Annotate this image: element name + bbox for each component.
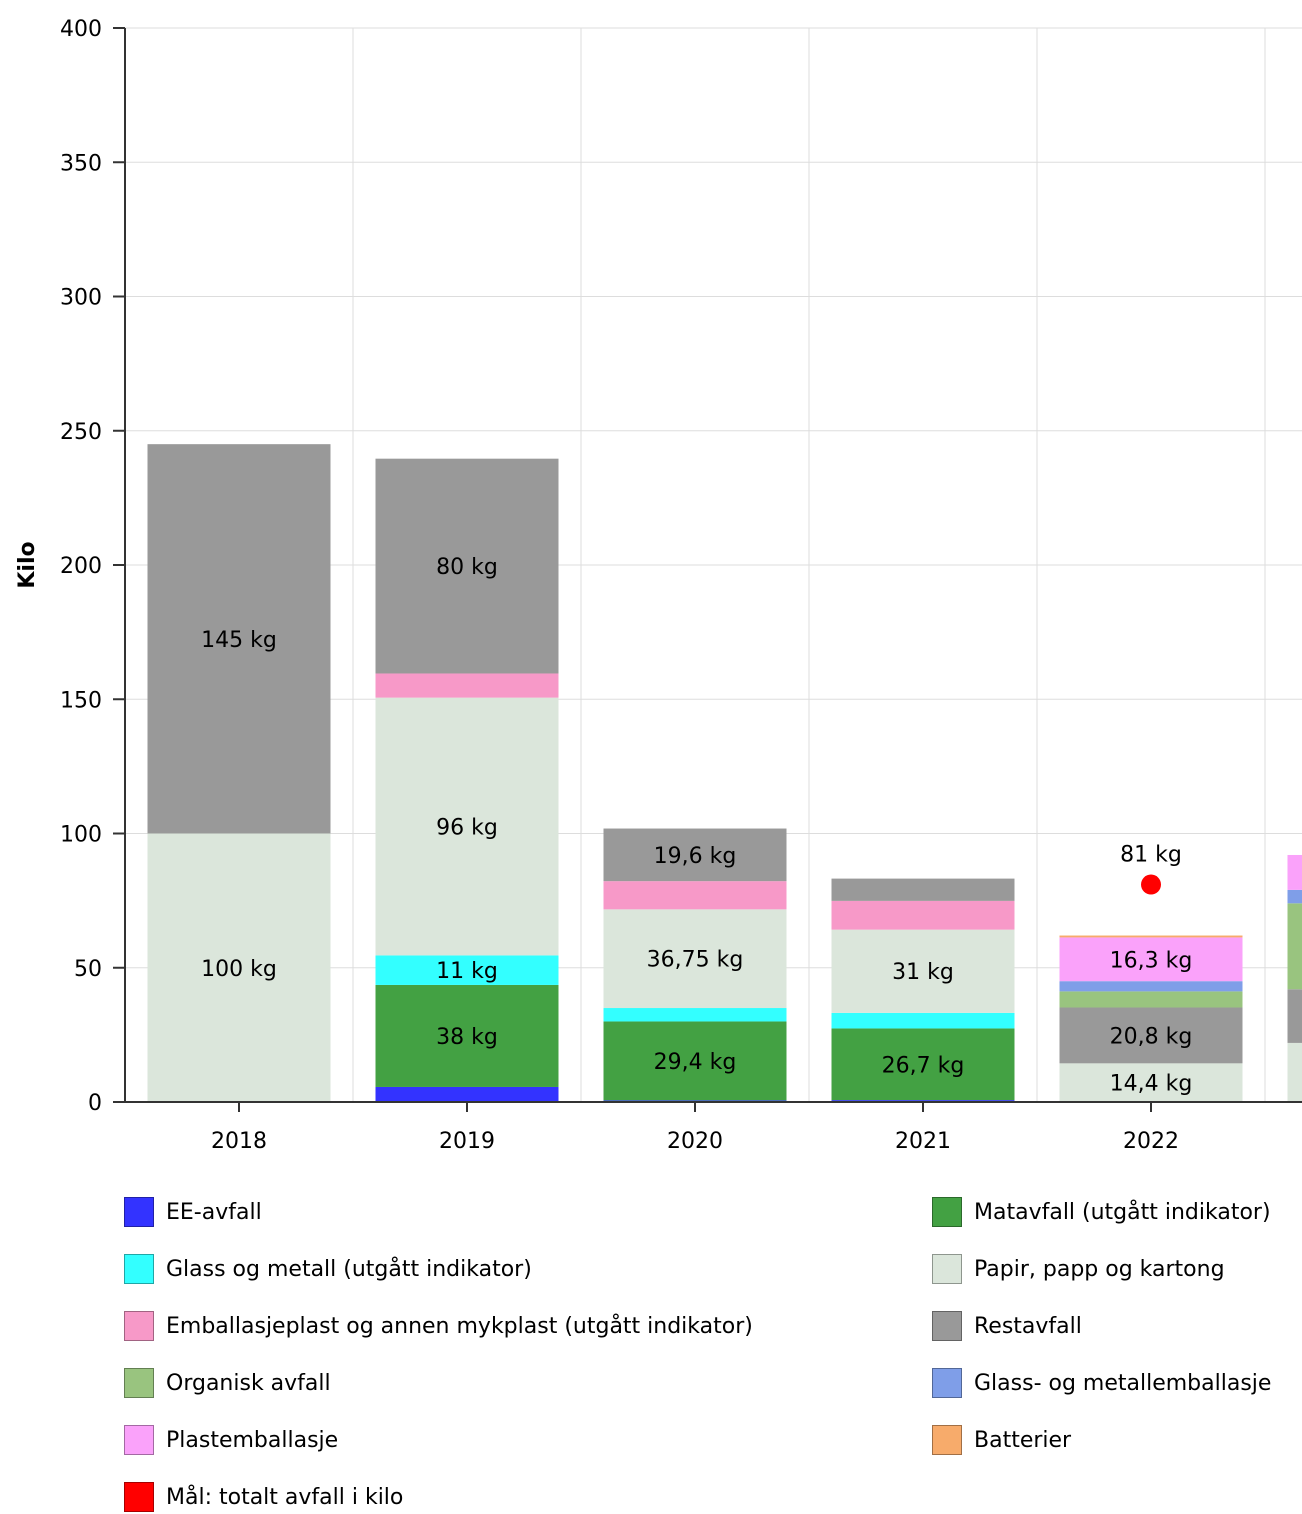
y-ticks: 0 50 100 150 200 250 300 350 400	[60, 17, 125, 1116]
bar-segment	[376, 673, 559, 697]
legend-item[interactable]: Matavfall (utgått indikator)	[932, 1195, 1271, 1229]
bar-value-label: 80 kg	[436, 555, 498, 580]
y-axis-title: Kilo	[15, 541, 40, 588]
x-tick-label: 2021	[895, 1129, 951, 1154]
bar-value-label: 19,6 kg	[654, 844, 737, 869]
y-tick-label: 250	[60, 420, 102, 445]
bar-segment	[832, 1013, 1015, 1029]
stacked-bar-chart: 0 50 100 150 200 250 300 350 400 2018 2019 2020 202…	[0, 0, 1302, 1180]
legend-label: Batterier	[974, 1428, 1071, 1453]
legend-item[interactable]: Batterier	[932, 1423, 1071, 1457]
legend-item[interactable]: Restavfall	[932, 1309, 1082, 1343]
bar-segment	[832, 879, 1015, 901]
legend-swatch	[124, 1197, 154, 1227]
legend-item[interactable]: Plastemballasje	[124, 1423, 338, 1457]
y-tick-label: 350	[60, 151, 102, 176]
legend-label: Emballasjeplast og annen mykplast (utgåt…	[166, 1314, 753, 1339]
legend: EE-avfall Matavfall (utgått indikator) Gla…	[0, 1180, 1302, 1508]
legend-item[interactable]: EE-avfall	[124, 1195, 262, 1229]
y-tick-label: 300	[60, 286, 102, 311]
y-tick-label: 50	[74, 957, 102, 982]
legend-swatch	[124, 1368, 154, 1398]
x-tick-label: 2019	[439, 1129, 495, 1154]
legend-item[interactable]: Glass og metall (utgått indikator)	[124, 1252, 532, 1286]
x-tick-label: 2020	[667, 1129, 723, 1154]
bar-value-label: 38 kg	[436, 1025, 498, 1050]
bar-segment	[832, 901, 1015, 930]
legend-swatch	[124, 1254, 154, 1284]
legend-item[interactable]: Papir, papp og kartong	[932, 1252, 1225, 1286]
bar-value-label: 26,7 kg	[882, 1053, 965, 1078]
y-tick-label: 150	[60, 688, 102, 713]
y-tick-label: 100	[60, 823, 102, 848]
legend-swatch	[932, 1425, 962, 1455]
legend-label: EE-avfall	[166, 1200, 262, 1225]
bar-value-label: 36,75 kg	[647, 948, 744, 973]
legend-item[interactable]: Mål: totalt avfall i kilo	[124, 1480, 403, 1514]
legend-item[interactable]: Glass- og metallemballasje	[932, 1366, 1271, 1400]
bar-segment	[1288, 855, 1302, 890]
legend-label: Matavfall (utgått indikator)	[974, 1200, 1271, 1225]
y-tick-label: 0	[88, 1091, 102, 1116]
target-label: 81 kg	[1120, 843, 1182, 868]
legend-label: Restavfall	[974, 1314, 1082, 1339]
bar-segment	[1060, 936, 1243, 938]
legend-item[interactable]: Emballasjeplast og annen mykplast (utgåt…	[124, 1309, 753, 1343]
bar-segment	[1060, 981, 1243, 991]
bars	[148, 444, 1302, 1102]
y-tick-label: 200	[60, 554, 102, 579]
bar-segment	[1288, 989, 1302, 1043]
legend-swatch	[124, 1311, 154, 1341]
legend-swatch	[932, 1368, 962, 1398]
legend-label: Organisk avfall	[166, 1371, 331, 1396]
bar-segment	[604, 881, 787, 909]
legend-label: Papir, papp og kartong	[974, 1257, 1225, 1282]
legend-label: Mål: totalt avfall i kilo	[166, 1485, 403, 1510]
bar-segment	[1288, 1043, 1302, 1102]
legend-label: Glass- og metallemballasje	[974, 1371, 1271, 1396]
bar-value-label: 14,4 kg	[1110, 1072, 1193, 1097]
bar-segment	[376, 1087, 559, 1102]
bar-value-label: 20,8 kg	[1110, 1024, 1193, 1049]
target-point	[1141, 875, 1161, 895]
bar-segment	[1288, 890, 1302, 903]
x-tick-label: 2022	[1123, 1129, 1179, 1154]
legend-swatch	[932, 1197, 962, 1227]
legend-swatch	[932, 1311, 962, 1341]
bar-value-label: 31 kg	[892, 960, 954, 985]
y-tick-label: 400	[60, 17, 102, 42]
legend-swatch	[932, 1254, 962, 1284]
bar-segment	[1060, 991, 1243, 1007]
bar-segment	[1288, 903, 1302, 989]
bar-value-label: 145 kg	[201, 628, 277, 653]
bar-value-label: 96 kg	[436, 816, 498, 841]
target-marker: 81 kg	[1120, 843, 1182, 895]
legend-label: Plastemballasje	[166, 1428, 338, 1453]
bar-value-label: 100 kg	[201, 957, 277, 982]
legend-swatch	[124, 1425, 154, 1455]
legend-item[interactable]: Organisk avfall	[124, 1366, 331, 1400]
legend-label: Glass og metall (utgått indikator)	[166, 1257, 532, 1282]
bar-segment	[604, 1008, 787, 1021]
bar-value-label: 29,4 kg	[654, 1050, 737, 1075]
bar-value-label: 16,3 kg	[1110, 948, 1193, 973]
bar-value-label: 11 kg	[436, 959, 498, 984]
x-ticks: 2018 2019 2020 2021 2022	[211, 1102, 1179, 1154]
x-tick-label: 2018	[211, 1129, 267, 1154]
